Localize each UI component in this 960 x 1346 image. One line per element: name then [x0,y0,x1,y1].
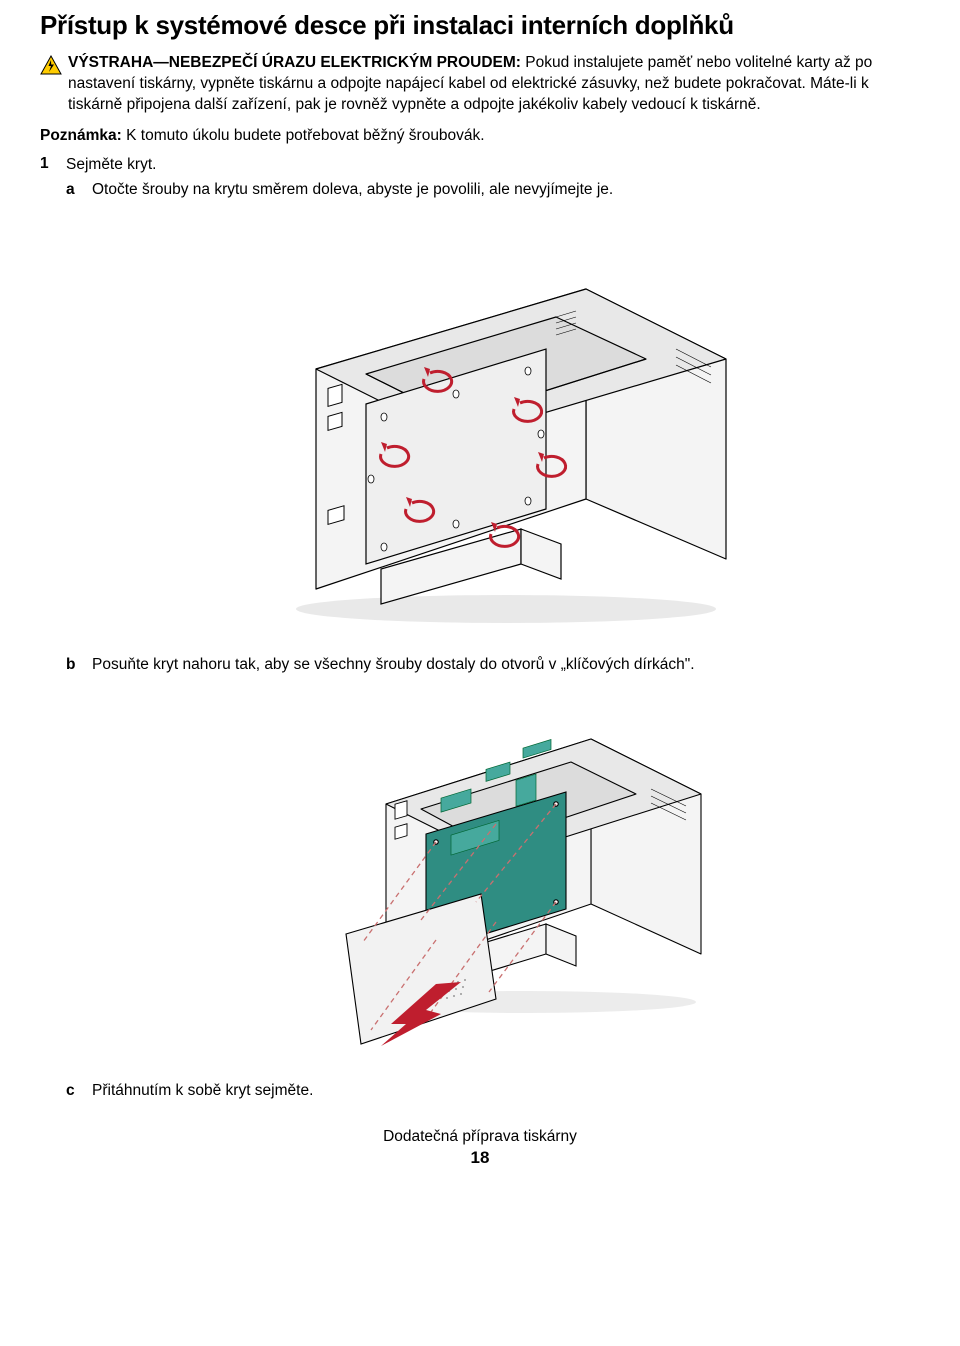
step-1-num: 1 [40,155,54,1109]
note-body: K tomuto úkolu budete potřebovat běžný š… [122,127,485,144]
note-line: Poznámka: K tomuto úkolu budete potřebov… [40,126,920,147]
step-1-text: Sejměte kryt. [66,156,156,173]
warning-label: VÝSTRAHA—NEBEZPEČÍ ÚRAZU ELEKTRICKÝM PRO… [68,54,521,71]
step-1a-text: Otočte šrouby na krytu směrem doleva, ab… [92,181,613,198]
page-title: Přístup k systémové desce při instalaci … [40,10,920,41]
step-1c-text: Přitáhnutím k sobě kryt sejměte. [92,1082,313,1099]
footer: Dodatečná příprava tiskárny 18 [40,1128,920,1168]
figure-2 [92,684,920,1061]
step-1b-text: Posuňte kryt nahoru tak, aby se všechny … [92,656,695,673]
figure-1 [92,209,920,636]
warning-icon [40,55,62,80]
step-1c-let: c [66,1081,80,1102]
note-label: Poznámka: [40,127,122,144]
step-1b-let: b [66,655,80,1075]
warning-text: VÝSTRAHA—NEBEZPEČÍ ÚRAZU ELEKTRICKÝM PRO… [68,53,920,116]
step-1c: c Přitáhnutím k sobě kryt sejměte. [66,1081,920,1102]
warning-block: VÝSTRAHA—NEBEZPEČÍ ÚRAZU ELEKTRICKÝM PRO… [40,53,920,116]
step-1b: b Posuňte kryt nahoru tak, aby se všechn… [66,655,920,1075]
footer-section: Dodatečná příprava tiskárny [40,1128,920,1146]
step-1: 1 Sejměte kryt. a Otočte šrouby na krytu… [40,155,920,1109]
step-1a: a Otočte šrouby na krytu směrem doleva, … [66,180,920,650]
footer-page: 18 [40,1148,920,1168]
step-1a-let: a [66,180,80,650]
